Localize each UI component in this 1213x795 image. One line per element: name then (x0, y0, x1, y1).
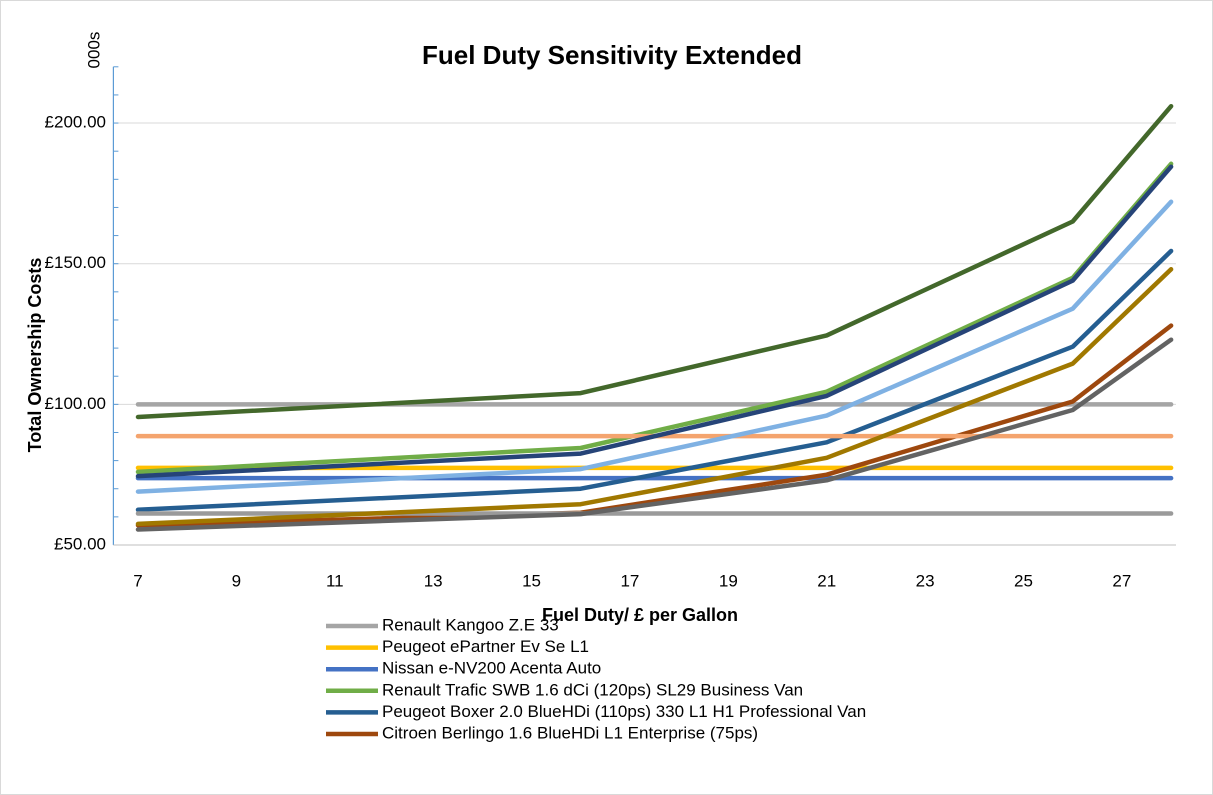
x-tick-label: 23 (916, 571, 935, 590)
x-tick-label: 15 (522, 571, 541, 590)
series-line (135, 337, 1174, 532)
legend-label: Peugeot Boxer 2.0 BlueHDi (110ps) 330 L1… (382, 702, 866, 721)
x-tick-label: 11 (326, 571, 344, 590)
chart-title: Fuel Duty Sensitivity Extended (422, 40, 802, 70)
y-axis-title: Total Ownership Costs (25, 258, 45, 453)
legend-label: Citroen Berlingo 1.6 BlueHDi L1 Enterpri… (382, 723, 758, 742)
x-tick-label: 27 (1112, 571, 1131, 590)
x-tick-label: 25 (1014, 571, 1033, 590)
x-tick-label: 13 (424, 571, 443, 590)
series-line (135, 248, 1174, 513)
y-tick-label: £150.00 (45, 253, 106, 272)
legend-label: Peugeot ePartner Ev Se L1 (382, 637, 589, 656)
x-tick-label: 21 (817, 571, 836, 590)
y-tick-label: £50.00 (54, 534, 106, 553)
y-tick-label: £200.00 (45, 113, 106, 132)
legend-label: Nissan e-NV200 Acenta Auto (382, 659, 601, 678)
unit-note: 000s (84, 32, 103, 69)
y-tick-label: £100.00 (45, 394, 106, 413)
series-line (135, 103, 1174, 420)
x-tick-label: 7 (133, 571, 142, 590)
x-tick-label: 19 (719, 571, 738, 590)
x-tick-label: 17 (620, 571, 639, 590)
series-line (135, 323, 1174, 528)
series-line (135, 164, 1174, 479)
legend-label: Renault Kangoo Z.E 33 (382, 615, 559, 634)
x-axis-title: Fuel Duty/ £ per Gallon (542, 605, 738, 625)
series-line (135, 267, 1174, 527)
legend-label: Renault Trafic SWB 1.6 dCi (120ps) SL29 … (382, 680, 803, 699)
series-line (135, 199, 1174, 494)
x-tick-label: 9 (232, 571, 241, 590)
